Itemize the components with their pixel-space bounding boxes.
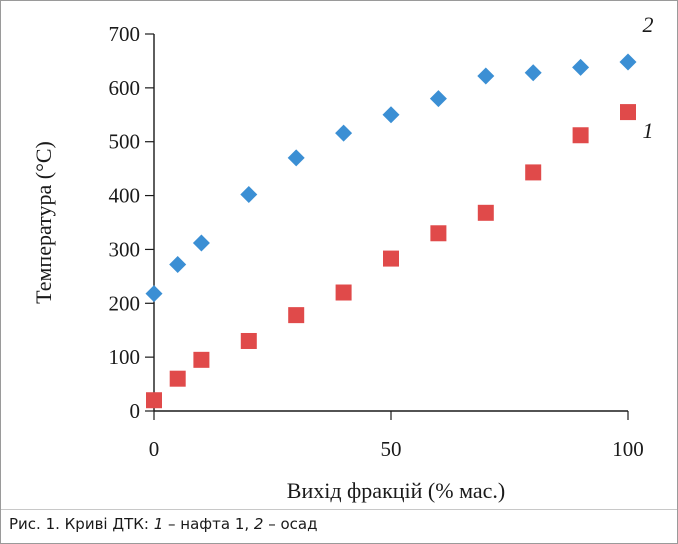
chart-plot: 0 100 200 300 400 500 600 700 0 50 100 Вихід фракці…: [31, 12, 654, 503]
data-point-diamond: [382, 106, 400, 124]
y-tick-label: 500: [109, 130, 141, 154]
data-point-square: [477, 204, 494, 221]
data-point-square: [525, 164, 542, 181]
data-point-diamond: [240, 185, 258, 203]
series-label: 2: [643, 12, 654, 37]
chart-marks: 12: [145, 12, 654, 409]
data-point-square: [169, 370, 186, 387]
data-point-square: [193, 351, 210, 368]
series-1: 1: [146, 104, 654, 409]
data-point-diamond: [192, 234, 210, 252]
data-point-square: [572, 127, 589, 144]
caption-series-1-number: 1: [153, 515, 164, 533]
x-axis-title: Вихід фракцій (% мас.): [287, 478, 505, 503]
series-label: 1: [643, 118, 654, 143]
caption-series-2-text: – осад: [263, 515, 318, 533]
y-tick-label: 200: [109, 291, 141, 315]
y-tick-label: 700: [109, 22, 141, 46]
data-point-diamond: [524, 64, 542, 82]
caption-series-1-text: – нафта 1,: [163, 515, 254, 533]
y-tick-label: 100: [109, 345, 141, 369]
caption-divider: [1, 509, 677, 510]
data-point-diamond: [572, 58, 590, 76]
y-tick-label: 0: [130, 399, 141, 423]
chart-axes: 0 100 200 300 400 500 600 700 0 50 100 Вихід фракці…: [31, 22, 644, 503]
data-point-square: [146, 392, 162, 409]
y-tick-label: 600: [109, 76, 141, 100]
data-point-diamond: [335, 124, 353, 142]
data-point-diamond: [287, 149, 305, 167]
figure-caption: Рис. 1. Криві ДТК: 1 – нафта 1, 2 – осад: [9, 515, 317, 533]
caption-prefix: Рис. 1. Криві ДТК:: [9, 515, 154, 533]
data-point-diamond: [145, 285, 163, 303]
y-tick-label: 300: [109, 237, 141, 261]
x-tick-label: 100: [612, 437, 644, 461]
data-point-square: [240, 332, 257, 349]
x-tick-label: 0: [149, 437, 160, 461]
data-point-diamond: [169, 256, 187, 274]
data-point-square: [288, 307, 305, 324]
data-point-diamond: [619, 53, 637, 71]
data-point-diamond: [429, 90, 447, 108]
series-2: 2: [145, 12, 654, 303]
y-tick-label: 400: [109, 184, 141, 208]
data-point-square: [620, 104, 636, 121]
x-tick-label: 50: [381, 437, 402, 461]
data-point-square: [335, 284, 352, 301]
data-point-diamond: [477, 67, 495, 85]
y-axis-title: Температура (°C): [31, 141, 56, 304]
data-point-square: [430, 225, 447, 242]
data-point-square: [383, 250, 399, 267]
caption-series-2-number: 2: [253, 515, 264, 533]
